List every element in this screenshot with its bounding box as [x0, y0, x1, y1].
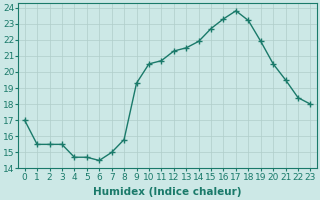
- X-axis label: Humidex (Indice chaleur): Humidex (Indice chaleur): [93, 187, 242, 197]
